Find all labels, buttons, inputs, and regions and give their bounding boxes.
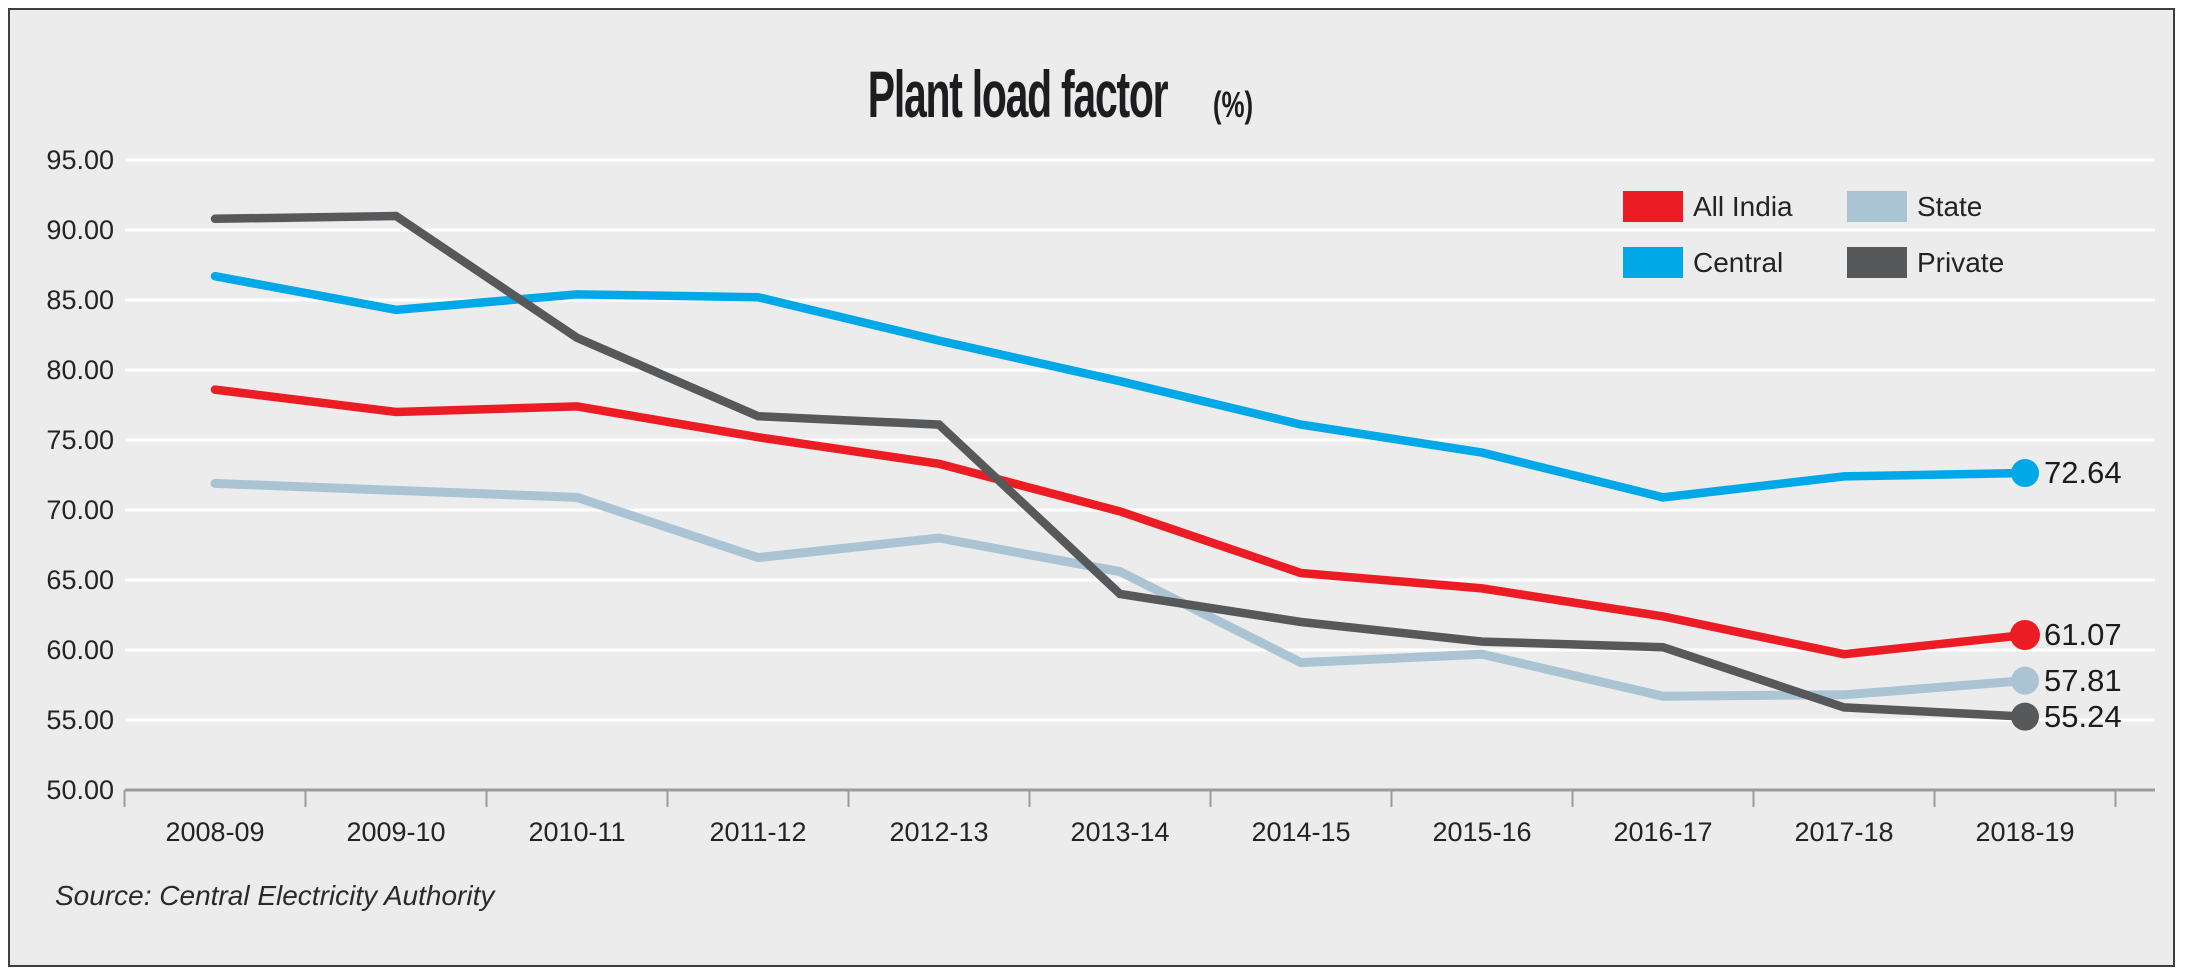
legend-label-all-india: All India (1693, 191, 1793, 222)
series-line-state (210, 478, 2030, 701)
x-tick-label: 2014-15 (1251, 817, 1351, 847)
y-tick-label: 90.00 (46, 215, 114, 245)
legend-label-state: State (1917, 191, 1983, 222)
x-tick-label: 2015-16 (1432, 817, 1532, 847)
series-endpoint-state (2011, 666, 2039, 695)
legend-swatch-all-india (1623, 191, 1683, 222)
x-tick-label: 2010-11 (528, 817, 626, 847)
x-tick-label: 2013-14 (1070, 817, 1170, 847)
x-tick-label: 2018-19 (1975, 817, 2075, 847)
legend-label-private: Private (1917, 247, 2005, 278)
x-tick-label: 2008-09 (165, 817, 265, 847)
end-label-all-india: 61.07 (2044, 617, 2122, 653)
y-tick-label: 70.00 (46, 495, 114, 525)
chart-title: Plant load factor (%) (0, 56, 2112, 132)
chart-title-unit: (%) (1213, 84, 1254, 125)
legend-swatch-central (1623, 247, 1683, 278)
chart-title-text: Plant load factor (867, 57, 1169, 131)
x-tick-label: 2017-18 (1794, 817, 1894, 847)
series-endpoint-all-india (2010, 620, 2040, 651)
legend-label-central: Central (1693, 247, 1784, 278)
x-tick-label: 2009-10 (346, 817, 446, 847)
y-tick-label: 75.00 (46, 425, 114, 455)
y-tick-label: 65.00 (46, 565, 114, 595)
series-line-private (210, 211, 2030, 721)
x-tick-label: 2011-12 (709, 817, 807, 847)
legend-swatch-private (1847, 247, 1907, 278)
legend-swatch-state (1847, 191, 1907, 222)
y-tick-label: 60.00 (46, 635, 114, 665)
x-tick-label: 2016-17 (1613, 817, 1713, 847)
end-label-state: 57.81 (2044, 662, 2122, 698)
y-tick-label: 80.00 (46, 355, 114, 385)
source-note: Source: Central Electricity Authority (55, 880, 495, 911)
y-tick-label: 50.00 (46, 775, 114, 805)
y-tick-label: 55.00 (46, 705, 114, 735)
series-endpoint-private (2011, 702, 2039, 731)
series-line-all-india (210, 385, 2030, 659)
x-tick-label: 2012-13 (889, 817, 989, 847)
y-tick-label: 95.00 (46, 145, 114, 175)
end-label-private: 55.24 (2044, 698, 2122, 734)
end-label-central: 72.64 (2044, 455, 2122, 491)
series-line-central (210, 271, 2030, 502)
y-tick-label: 85.00 (46, 285, 114, 315)
series-endpoint-central (2011, 459, 2039, 488)
